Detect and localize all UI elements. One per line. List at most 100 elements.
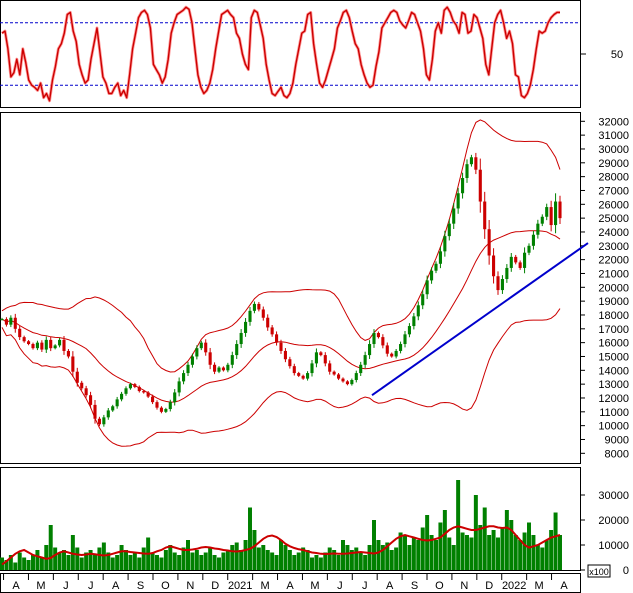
volume-bar-102 bbox=[451, 545, 456, 570]
candle-body-110 bbox=[487, 229, 491, 256]
time-tick-label-6: O bbox=[161, 580, 170, 592]
candle-body-124 bbox=[549, 207, 553, 226]
volume-bar-12 bbox=[53, 547, 58, 570]
price-tick-label-23: 31000 bbox=[598, 130, 629, 142]
candle-body-17 bbox=[75, 371, 79, 383]
volume-bar-56 bbox=[248, 507, 252, 570]
candle-body-105 bbox=[465, 164, 469, 179]
volume-bar-123 bbox=[544, 540, 549, 570]
candle-body-29 bbox=[128, 384, 132, 389]
volume-bar-88 bbox=[389, 550, 394, 570]
candle-body-83 bbox=[368, 344, 372, 356]
candle-body-53 bbox=[235, 344, 239, 356]
candle-body-19 bbox=[84, 388, 88, 396]
candle-body-107 bbox=[474, 157, 478, 170]
candle-body-22 bbox=[97, 418, 101, 425]
volume-bar-49 bbox=[217, 557, 221, 570]
volume-unit-label: x100 bbox=[589, 567, 609, 577]
volume-bar-41 bbox=[181, 547, 186, 570]
candle-body-112 bbox=[496, 276, 500, 291]
price-tick-label-24: 32000 bbox=[598, 116, 629, 128]
candle-body-58 bbox=[257, 303, 261, 310]
price-tick-label-18: 26000 bbox=[598, 199, 629, 211]
volume-bar-50 bbox=[221, 552, 226, 570]
candle-body-0 bbox=[0, 319, 4, 321]
volume-bar-32 bbox=[141, 547, 146, 570]
candle-body-30 bbox=[133, 384, 137, 387]
candle-body-45 bbox=[199, 342, 203, 349]
candle-body-120 bbox=[531, 234, 535, 246]
volume-bar-64 bbox=[283, 545, 288, 570]
candle-body-26 bbox=[115, 399, 119, 407]
time-tick-label-11: A bbox=[286, 580, 294, 592]
candle-body-118 bbox=[523, 252, 527, 268]
time-tick-label-4: A bbox=[112, 580, 120, 592]
volume-bar-28 bbox=[124, 550, 128, 570]
candle-body-111 bbox=[492, 255, 496, 277]
candle-body-89 bbox=[394, 350, 398, 357]
price-tick-label-4: 12000 bbox=[598, 393, 629, 405]
candle-body-93 bbox=[412, 316, 416, 327]
price-tick-label-19: 27000 bbox=[598, 185, 629, 197]
candle-body-11 bbox=[49, 339, 53, 349]
candle-body-20 bbox=[89, 395, 93, 405]
volume-bar-62 bbox=[274, 555, 279, 570]
volume-bar-61 bbox=[270, 552, 275, 570]
volume-bar-79 bbox=[349, 550, 354, 570]
oscillator-line bbox=[1, 6, 560, 102]
candle-body-47 bbox=[208, 352, 212, 365]
candle-body-88 bbox=[390, 353, 394, 357]
volume-bar-21 bbox=[93, 555, 97, 570]
volume-bar-4 bbox=[17, 552, 22, 570]
candle-body-126 bbox=[558, 201, 562, 219]
candle-body-70 bbox=[310, 363, 314, 374]
volume-bar-98 bbox=[434, 540, 438, 570]
volume-bar-90 bbox=[398, 532, 403, 570]
price-tick-label-3: 11000 bbox=[599, 407, 629, 419]
price-tick-label-11: 19000 bbox=[598, 296, 629, 308]
volume-bar-22 bbox=[97, 547, 102, 570]
candle-body-117 bbox=[518, 262, 522, 268]
time-tick-label-22: A bbox=[560, 580, 568, 592]
volume-bar-112 bbox=[496, 537, 500, 570]
candle-body-12 bbox=[53, 345, 57, 349]
candle-body-97 bbox=[430, 270, 434, 281]
candle-body-65 bbox=[288, 359, 292, 367]
candle-body-68 bbox=[301, 375, 305, 379]
candle-body-27 bbox=[120, 393, 124, 400]
time-tick-label-3: J bbox=[88, 580, 94, 592]
candle-body-94 bbox=[416, 305, 420, 317]
candle-body-2 bbox=[9, 317, 13, 325]
volume-bar-66 bbox=[292, 555, 297, 570]
volume-bar-27 bbox=[119, 545, 124, 570]
volume-bar-119 bbox=[527, 522, 531, 570]
volume-bar-9 bbox=[39, 557, 44, 570]
candle-body-109 bbox=[483, 201, 487, 230]
candle-body-15 bbox=[66, 350, 70, 357]
volume-bar-8 bbox=[35, 550, 40, 570]
volume-bar-106 bbox=[469, 537, 474, 570]
candle-body-92 bbox=[407, 326, 411, 335]
volume-bar-101 bbox=[447, 537, 452, 570]
candle-body-108 bbox=[478, 169, 482, 202]
candle-body-44 bbox=[195, 348, 199, 357]
time-tick-label-1: M bbox=[36, 580, 45, 592]
volume-bar-46 bbox=[203, 552, 208, 570]
candle-body-71 bbox=[314, 352, 318, 364]
candle-body-63 bbox=[279, 342, 283, 351]
volume-bar-92 bbox=[407, 545, 412, 570]
volume-bar-51 bbox=[225, 550, 230, 570]
volume-bar-85 bbox=[376, 540, 381, 570]
candle-body-16 bbox=[71, 356, 75, 372]
candle-body-101 bbox=[447, 223, 451, 237]
price-tick-label-5: 13000 bbox=[598, 379, 629, 391]
volume-bar-13 bbox=[57, 552, 62, 570]
candle-body-62 bbox=[275, 334, 279, 343]
volume-bar-114 bbox=[504, 510, 509, 570]
volume-tick-label-1: 10000 bbox=[598, 540, 629, 552]
candle-body-86 bbox=[381, 337, 385, 346]
volume-bar-16 bbox=[70, 535, 75, 570]
price-tick-label-0: 8000 bbox=[605, 448, 629, 460]
volume-bar-122 bbox=[540, 547, 545, 570]
volume-bar-74 bbox=[327, 547, 332, 570]
